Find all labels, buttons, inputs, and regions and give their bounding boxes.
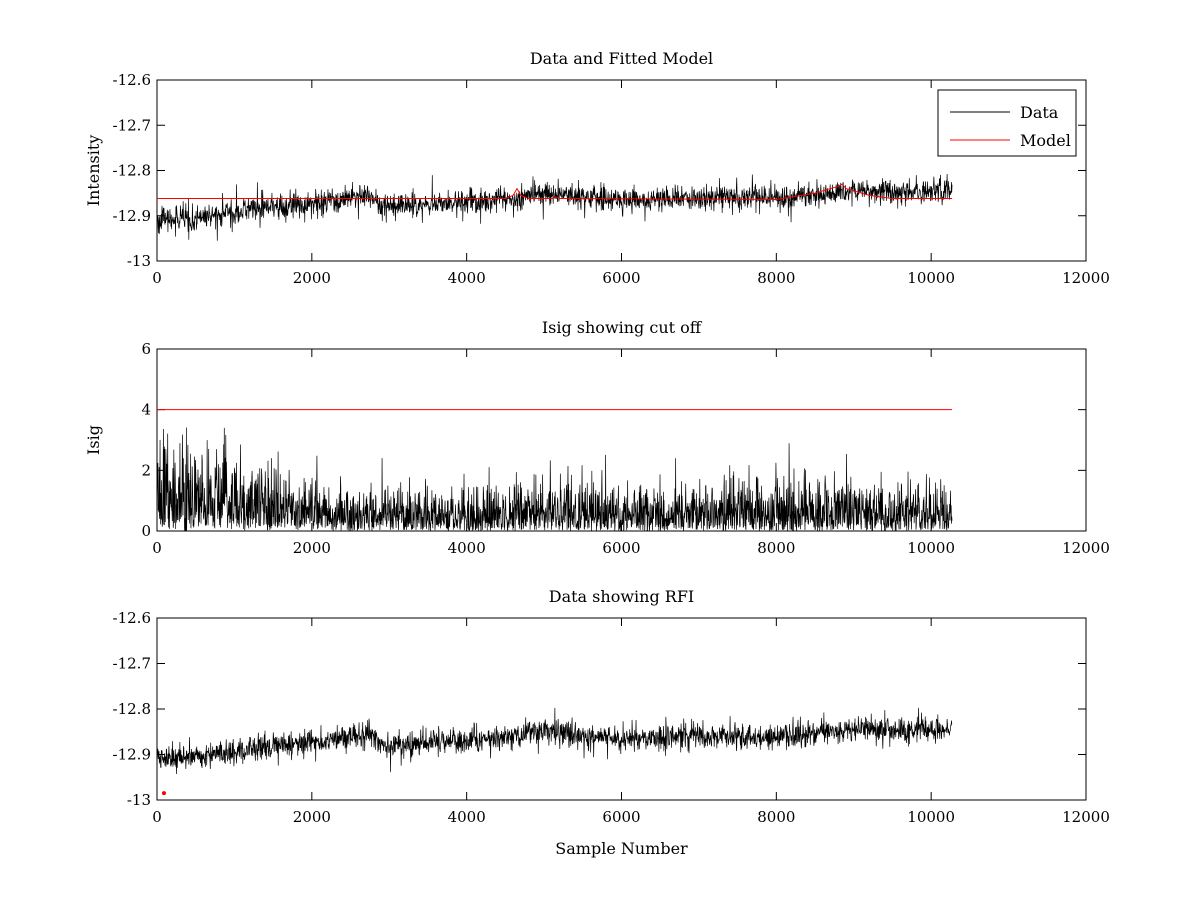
charts: 0 2000 4000 6000 8000 10000 12000-12.6-12.7-12… xyxy=(84,49,1110,858)
x-tick-label: 12000 xyxy=(1062,808,1110,826)
chart-panel-3: 0 2000 4000 6000 8000 10000 12000 -12.6 -12.7 -12… xyxy=(113,587,1110,858)
chart-title: Data and Fitted Model xyxy=(530,49,713,68)
y-axis-label: Isig xyxy=(84,425,103,455)
x-tick-label: 6000 xyxy=(602,539,640,557)
y-tick-label: 2 xyxy=(141,461,151,479)
x-tick-label: 4000 xyxy=(448,269,486,287)
plot-series xyxy=(157,409,953,531)
x-tick-label: 2000 xyxy=(293,269,331,287)
x-tick-label: 0 xyxy=(152,269,162,287)
chart-panel-2: 0 2000 4000 6000 8000 10000 12000 0 2 4 6 Isig show… xyxy=(84,318,1110,557)
legend-entry: Model xyxy=(1020,131,1071,150)
y-tick-label: -12.6 xyxy=(113,609,151,627)
y-tick-label: -13 xyxy=(127,252,151,270)
y-tick-label: -12.9 xyxy=(113,746,151,764)
chart-title: Isig showing cut off xyxy=(542,318,703,337)
x-tick-label: 2000 xyxy=(293,539,331,557)
x-tick-label: 0 xyxy=(152,539,162,557)
x-tick-label: 10000 xyxy=(907,808,955,826)
plot-series xyxy=(157,173,953,241)
y-tick-label: -12.9 xyxy=(113,207,151,225)
x-tick-label: 6000 xyxy=(602,808,640,826)
x-tick-label: 10000 xyxy=(907,269,955,287)
y-tick-label: 0 xyxy=(141,522,151,540)
series-1-line xyxy=(157,427,953,531)
y-tick-label: -12.8 xyxy=(113,700,151,718)
x-tick-label: 2000 xyxy=(293,808,331,826)
x-tick-label: 10000 xyxy=(907,539,955,557)
x-tick-label: 6000 xyxy=(602,269,640,287)
x-tick-label: 8000 xyxy=(757,808,795,826)
chart-title: Data showing RFI xyxy=(549,587,694,606)
rfi-point xyxy=(161,791,166,796)
x-tick-label: 4000 xyxy=(448,808,486,826)
chart-panel-1: 0 2000 4000 6000 8000 10000 12000 -12.6 -12.7 -12… xyxy=(84,49,1110,287)
x-tick-label: 12000 xyxy=(1062,269,1110,287)
legend-entry: Data xyxy=(1020,103,1059,122)
y-tick-label: 4 xyxy=(141,401,151,419)
legend-box xyxy=(937,89,1077,157)
x-tick-label: 4000 xyxy=(448,539,486,557)
legend: Data Model xyxy=(937,89,1077,157)
y-tick-label: -12.7 xyxy=(113,116,151,134)
y-tick-label: 6 xyxy=(141,340,151,358)
x-tick-label: 0 xyxy=(152,808,162,826)
y-tick-label: -13 xyxy=(127,791,151,809)
series-2-line xyxy=(157,183,953,200)
series-1-line xyxy=(157,707,953,775)
y-tick-label: -12.7 xyxy=(113,655,151,673)
x-tick-label: 12000 xyxy=(1062,539,1110,557)
x-tick-label: 8000 xyxy=(757,539,795,557)
x-tick-label: 8000 xyxy=(757,269,795,287)
x-axis-label: Sample Number xyxy=(555,839,688,858)
y-tick-label: -12.6 xyxy=(113,71,151,89)
y-axis-label: Intensity xyxy=(84,135,103,207)
plot-series xyxy=(157,707,953,796)
y-tick-label: -12.8 xyxy=(113,162,151,180)
